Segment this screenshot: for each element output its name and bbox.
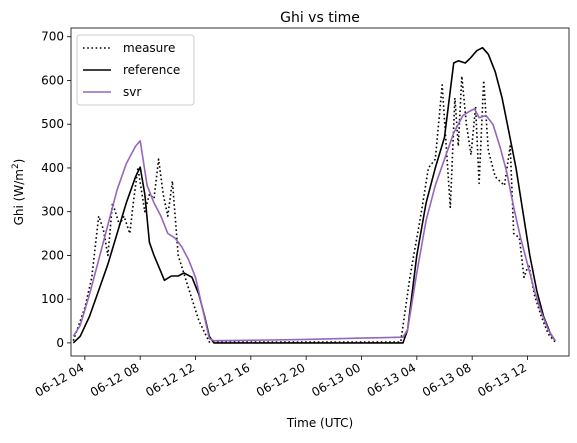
plot-frame bbox=[70, 27, 570, 357]
x-axis: 06-12 04 06-12 08 06-12 12 06-12 16 06-12 20… bbox=[33, 356, 529, 400]
x-tick-label: 06-12 08 bbox=[88, 360, 142, 399]
y-tick-label: 500 bbox=[41, 117, 64, 131]
x-tick-label: 06-12 16 bbox=[199, 360, 253, 399]
legend-label-measure: measure bbox=[123, 41, 175, 55]
y-tick-label: 700 bbox=[41, 30, 64, 44]
y-tick-label: 100 bbox=[41, 292, 64, 306]
x-tick-label: 06-13 04 bbox=[365, 360, 419, 399]
x-tick-label: 06-12 12 bbox=[143, 360, 197, 399]
y-tick-label: 600 bbox=[41, 73, 64, 87]
legend-box bbox=[76, 34, 195, 106]
x-tick-label: 06-12 04 bbox=[33, 360, 87, 399]
y-tick-label: 400 bbox=[41, 161, 64, 175]
y-tick-label: 300 bbox=[41, 205, 64, 219]
legend-label-svr: svr bbox=[123, 85, 141, 99]
y-tick-label: 200 bbox=[41, 248, 64, 262]
x-tick-label: 06-13 12 bbox=[475, 360, 529, 399]
x-axis-label: Time (UTC) bbox=[286, 416, 353, 430]
series-layer bbox=[72, 46, 556, 344]
y-axis-label: Ghi (W/m2) bbox=[11, 159, 26, 226]
y-tick-label: 0 bbox=[56, 336, 64, 350]
series-line-svr bbox=[72, 108, 556, 342]
y-axis-label-superscript: 2 bbox=[11, 163, 21, 169]
y-axis: 0 100 200 300 400 500 600 700 bbox=[41, 30, 71, 350]
series-line-reference bbox=[72, 46, 556, 344]
x-tick-label: 06-13 08 bbox=[420, 360, 474, 399]
chart-title: Ghi vs time bbox=[280, 10, 360, 26]
legend-label-reference: reference bbox=[123, 63, 180, 77]
legend: measure reference svr bbox=[76, 34, 195, 106]
x-tick-label: 06-13 00 bbox=[309, 360, 363, 399]
x-tick-label: 06-12 20 bbox=[254, 360, 308, 399]
